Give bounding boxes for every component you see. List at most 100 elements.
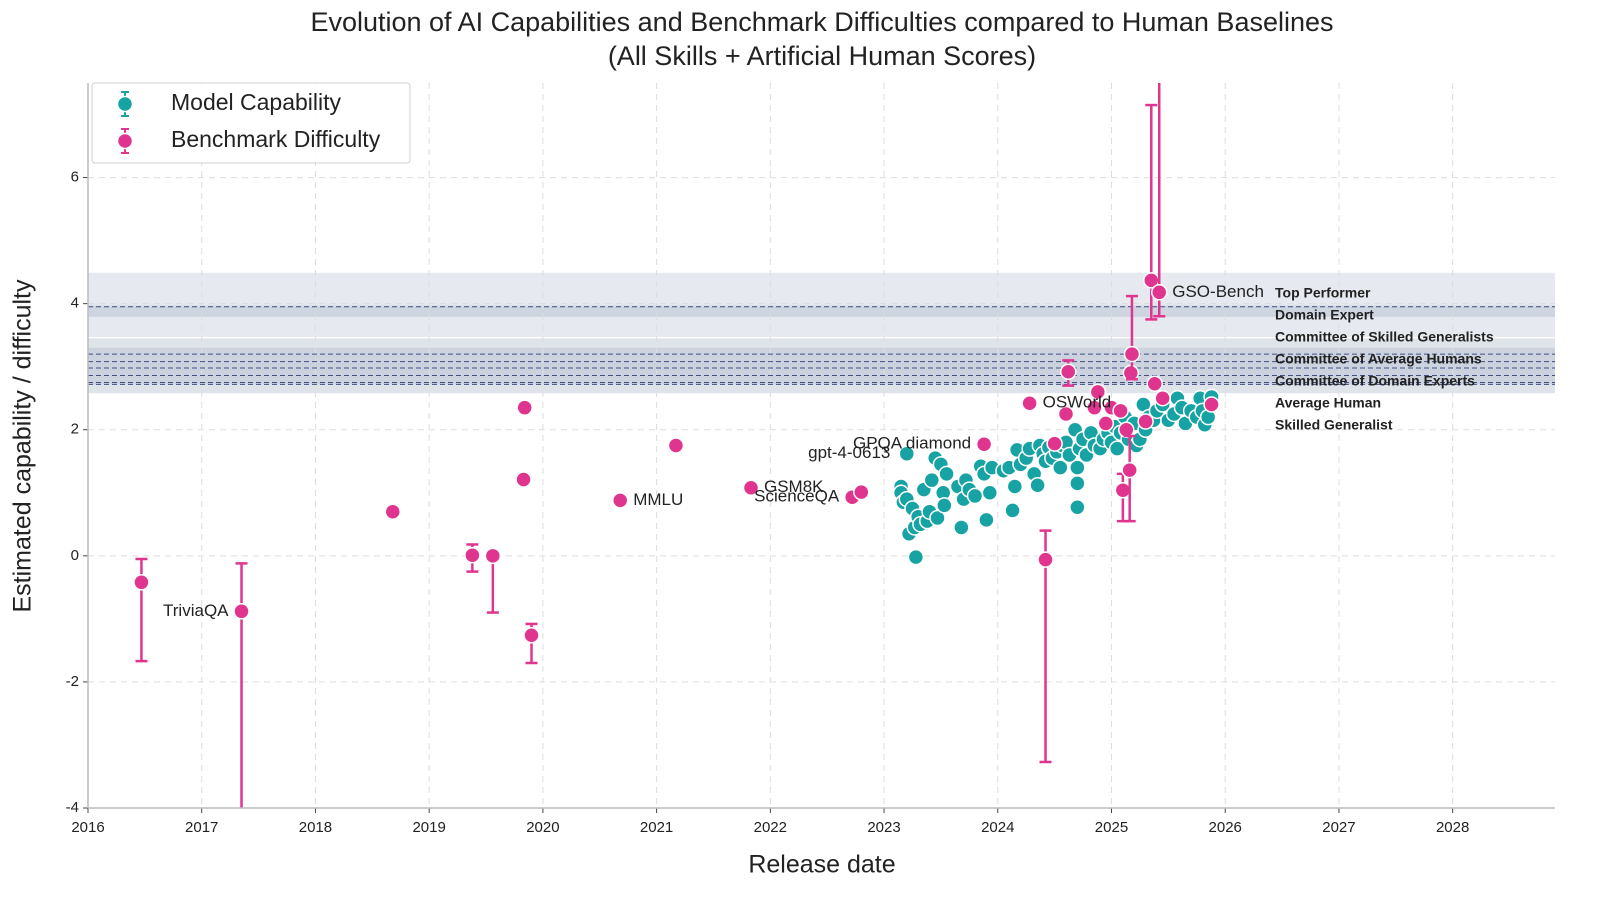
annotation: GSO-Bench: [1172, 282, 1264, 301]
point: [938, 465, 955, 483]
point: [1069, 499, 1086, 516]
x-tick-label: 2020: [526, 819, 559, 836]
x-axis-label: Release date: [748, 851, 895, 879]
point: [929, 509, 946, 527]
point: [523, 627, 540, 644]
x-tick-label: 2019: [412, 819, 445, 836]
annotation: ScienceQA: [754, 487, 840, 506]
legend-marker: [116, 132, 134, 150]
annotation: GSM8K: [764, 477, 824, 496]
human-band: [88, 272, 1555, 338]
baseline-label: Skilled Generalist: [1275, 417, 1393, 433]
point: [1004, 502, 1021, 519]
point: [853, 483, 870, 501]
point: [1046, 435, 1063, 452]
legend-label: Benchmark Difficulty: [171, 126, 381, 152]
point: [742, 479, 760, 496]
point: [384, 503, 402, 520]
y-tick-label: 2: [71, 421, 79, 438]
point: [953, 519, 970, 536]
y-tick-label: 4: [71, 295, 79, 312]
x-tick-label: 2022: [754, 819, 787, 836]
point: [1021, 395, 1038, 412]
legend-item: Benchmark Difficulty: [116, 126, 381, 154]
legend-label: Model Capability: [171, 89, 342, 115]
error-bar: [1153, 83, 1166, 318]
point: [1037, 551, 1054, 568]
human-band: [88, 305, 1555, 317]
point: [1137, 413, 1154, 430]
point: [981, 484, 999, 502]
point: [1146, 375, 1163, 392]
y-axis-label: Estimated capability / difficulty: [9, 279, 37, 613]
x-tick-label: 2016: [71, 819, 104, 836]
point: [966, 487, 984, 505]
point: [133, 574, 150, 591]
point: [1057, 405, 1075, 423]
point: [975, 435, 993, 453]
annotation: MMLU: [633, 490, 683, 509]
y-tick-label: 6: [71, 169, 79, 186]
y-tick-label: -4: [66, 799, 79, 816]
baseline-label: Domain Expert: [1275, 307, 1374, 323]
annotation: OSWorld: [1043, 393, 1112, 412]
annotation: gpt-4-0613: [808, 443, 890, 462]
x-tick-label: 2027: [1322, 819, 1355, 836]
point: [1029, 476, 1046, 494]
error-bar: [1039, 529, 1052, 764]
x-tick-label: 2028: [1436, 819, 1469, 836]
point: [516, 399, 533, 416]
point: [1123, 345, 1141, 363]
x-tick-label: 2025: [1095, 819, 1128, 836]
x-tick-label: 2018: [299, 819, 332, 836]
point: [611, 492, 629, 509]
point: [1097, 415, 1115, 432]
point: [1069, 459, 1086, 476]
point: [464, 546, 481, 564]
x-tick-label: 2026: [1209, 819, 1242, 836]
plot-area: [88, 83, 1555, 808]
error-bar: [486, 554, 499, 614]
legend-marker: [116, 95, 134, 113]
point: [907, 548, 925, 566]
x-tick-label: 2024: [981, 819, 1014, 836]
point: [1154, 389, 1171, 407]
x-tick-label: 2023: [867, 819, 900, 836]
point: [667, 437, 685, 454]
annotation: TriviaQA: [163, 601, 229, 620]
chart-subtitle: (All Skills + Artificial Human Scores): [608, 41, 1036, 71]
point: [1151, 284, 1168, 301]
baseline-label: Committee of Domain Experts: [1275, 373, 1475, 389]
error-bar: [1125, 294, 1138, 381]
y-tick-label: 0: [71, 547, 79, 564]
point: [1114, 482, 1132, 499]
legend-item: Model Capability: [116, 89, 342, 117]
point: [1069, 475, 1086, 492]
legend-box: [91, 82, 411, 164]
point: [515, 471, 532, 488]
baseline-label: Top Performer: [1275, 285, 1371, 301]
point: [1052, 459, 1069, 476]
point: [898, 445, 916, 462]
error-bar: [1123, 434, 1136, 523]
point: [1108, 440, 1126, 457]
point: [1112, 402, 1129, 420]
point: [1203, 396, 1220, 413]
point: [1089, 383, 1107, 401]
annotation: GPQA diamond: [853, 434, 971, 453]
point: [484, 547, 502, 565]
point: [233, 603, 250, 620]
point: [936, 497, 953, 514]
baseline-label: Committee of Skilled Generalists: [1275, 329, 1494, 345]
x-tick-label: 2017: [185, 819, 218, 836]
point: [923, 471, 941, 489]
chart-title: Evolution of AI Capabilities and Benchma…: [310, 7, 1333, 37]
point: [1121, 461, 1138, 479]
y-tick-label: -2: [66, 673, 79, 690]
baseline-label: Committee of Average Humans: [1275, 351, 1482, 367]
baseline-label: Average Human: [1275, 395, 1381, 411]
point: [1006, 478, 1024, 495]
x-tick-label: 2021: [640, 819, 673, 836]
point: [1060, 363, 1077, 380]
